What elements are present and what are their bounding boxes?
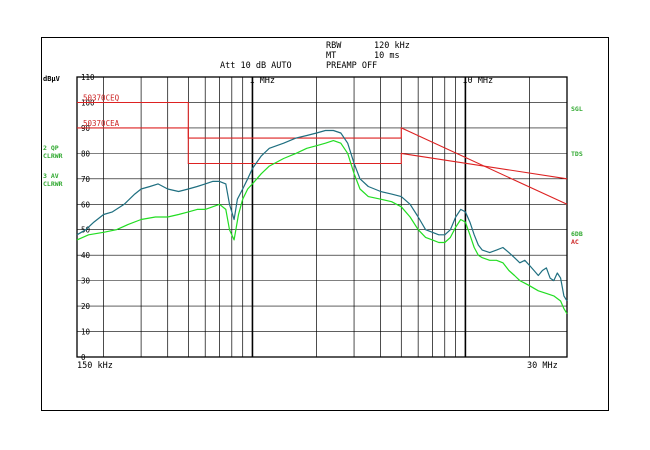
limit-line bbox=[77, 101, 568, 180]
limit-label-av: 50370CEA bbox=[83, 119, 120, 128]
trace2-label-line2: CLRWR bbox=[43, 152, 63, 160]
y-tick-label: 70 bbox=[81, 175, 91, 184]
plot-border bbox=[76, 76, 568, 358]
qp-trace bbox=[76, 129, 568, 302]
y-tick-label: 30 bbox=[81, 277, 91, 286]
trace3-label-line2: CLRWR bbox=[43, 180, 63, 188]
6db-label: 6DB bbox=[571, 230, 583, 238]
x-decade-marker-label: 1 MHz bbox=[249, 76, 275, 86]
preamp-setting: PREAMP OFF bbox=[326, 61, 378, 71]
rbw-label: RBW bbox=[326, 41, 342, 51]
y-tick-label: 110 bbox=[81, 73, 95, 82]
ac-label: AC bbox=[571, 238, 579, 246]
y-tick-label: 60 bbox=[81, 200, 91, 209]
x-end-label: 30 MHz bbox=[527, 361, 558, 371]
y-unit-label: dBµV bbox=[43, 75, 60, 83]
y-tick-label: 0 bbox=[81, 353, 86, 362]
limit-line bbox=[77, 127, 568, 205]
limit-label-qp: 50370CEQ bbox=[83, 93, 120, 102]
mt-value: 10 ms bbox=[374, 51, 400, 61]
instrument-frame bbox=[41, 37, 609, 411]
x-start-label: 150 kHz bbox=[77, 361, 113, 371]
y-tick-label: 80 bbox=[81, 149, 91, 158]
trace3-label-line1: 3 AV bbox=[43, 172, 59, 180]
mt-label: MT bbox=[326, 51, 337, 61]
sgl-label: SGL bbox=[571, 105, 583, 113]
y-tick-label: 40 bbox=[81, 251, 91, 260]
y-tick-label: 20 bbox=[81, 302, 91, 311]
av-trace bbox=[76, 140, 568, 315]
trace2-label-line1: 2 QP bbox=[43, 144, 59, 152]
attenuation-setting: Att 10 dB AUTO bbox=[220, 61, 292, 71]
rbw-value: 120 kHz bbox=[374, 41, 410, 51]
tds-label: TDS bbox=[571, 150, 583, 158]
x-decade-marker-label: 10 MHz bbox=[462, 76, 493, 86]
y-tick-label: 10 bbox=[81, 328, 91, 337]
